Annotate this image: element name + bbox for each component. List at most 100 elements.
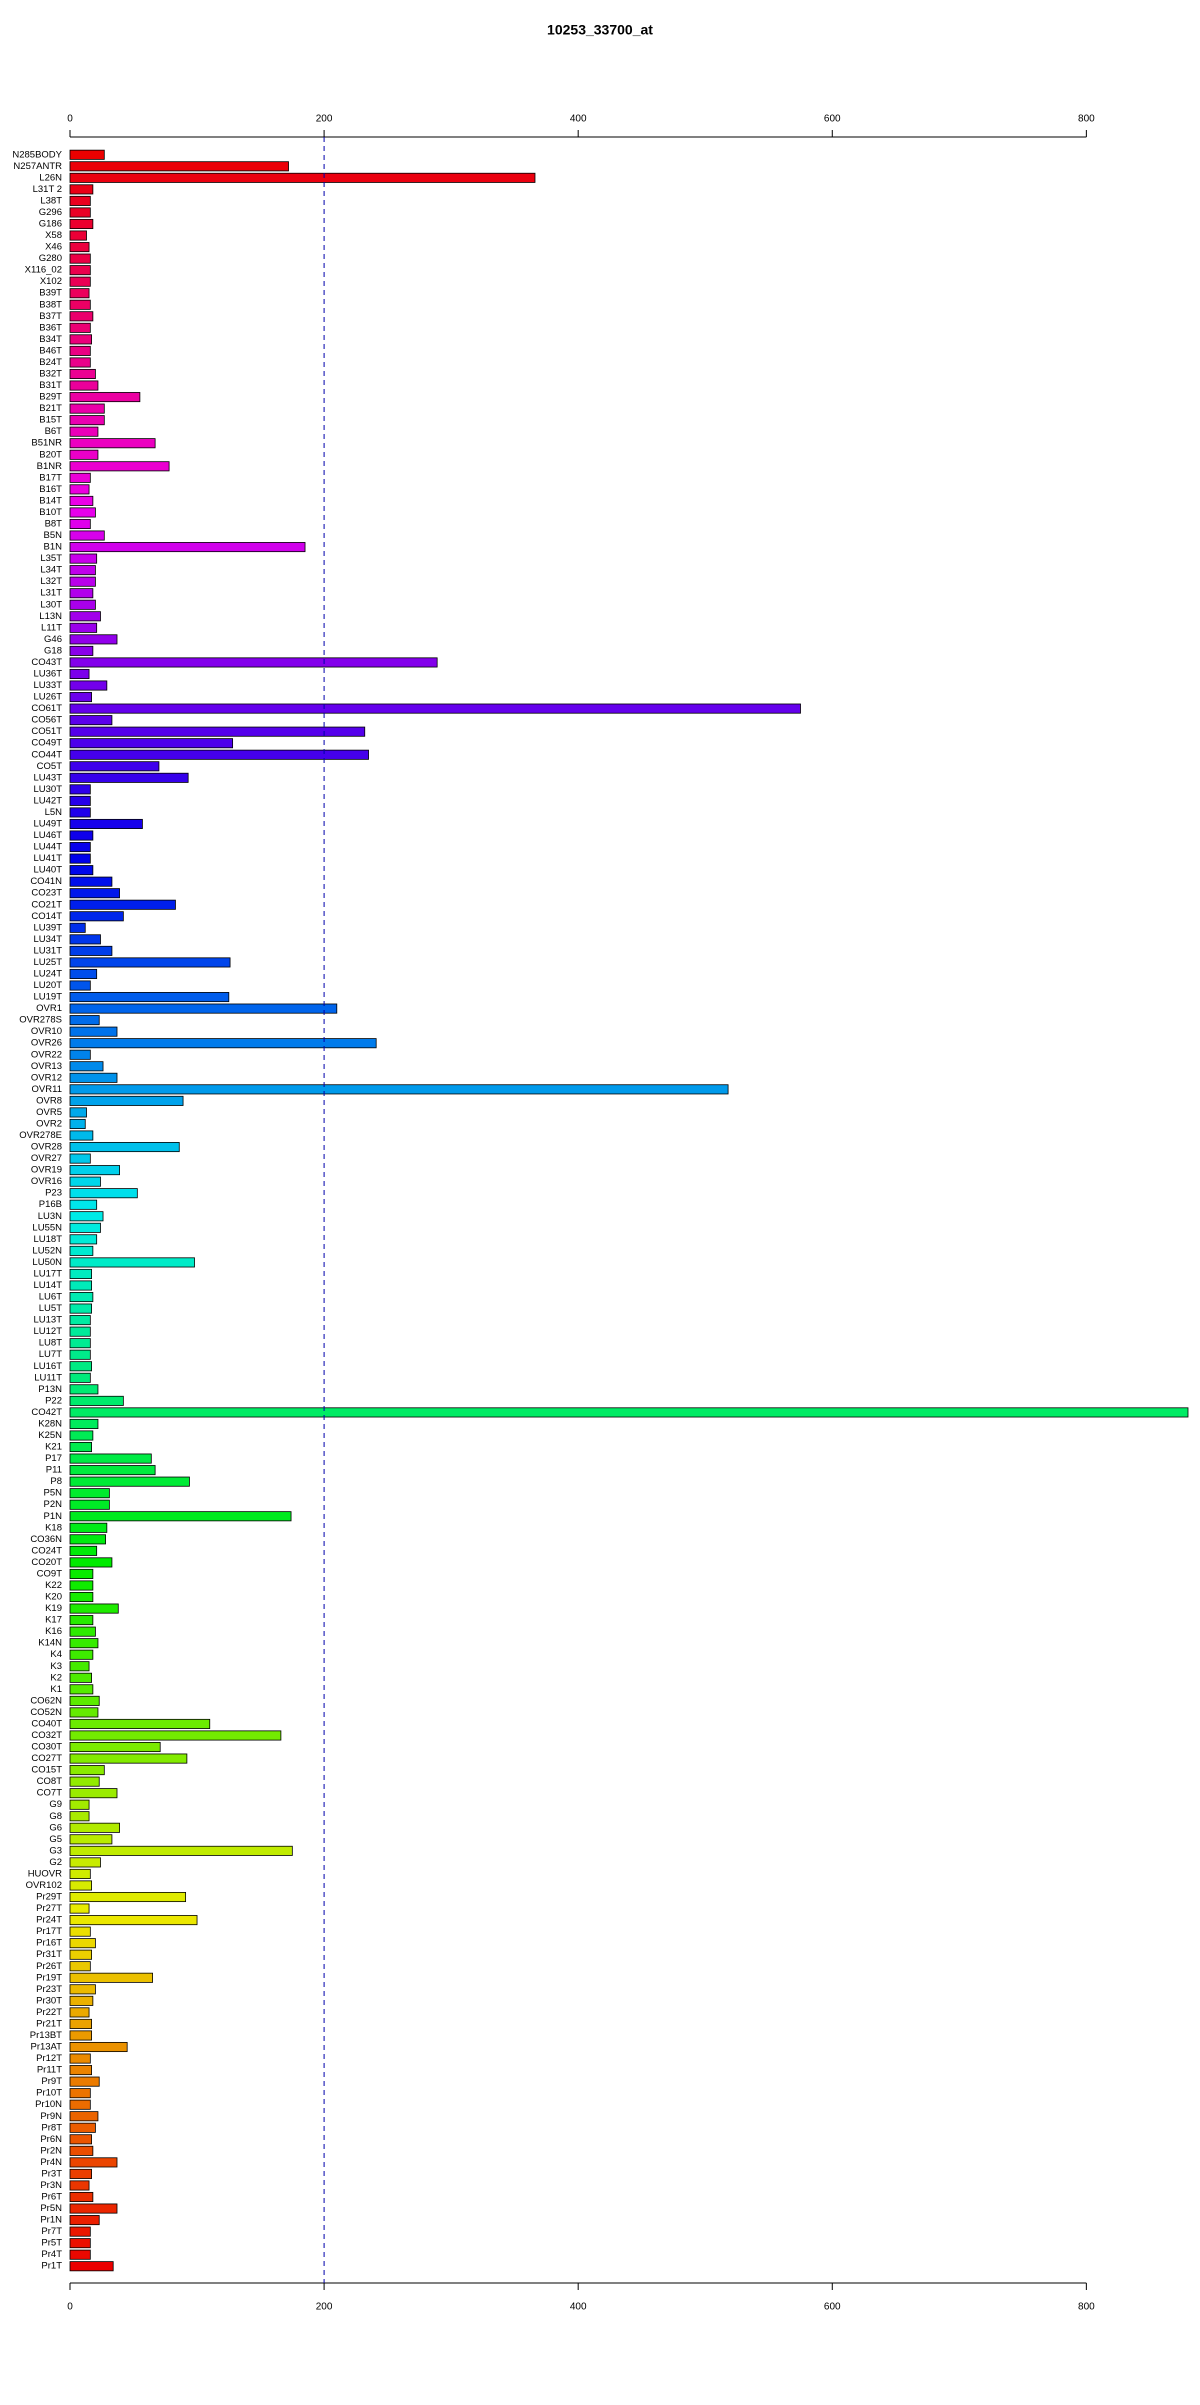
bar [69,1442,92,1453]
bar [69,738,234,749]
bar [69,922,86,933]
y-tick-label: P11 [46,1465,62,1476]
bar [69,1903,90,1914]
bar [69,1211,104,1222]
bar [69,1049,91,1060]
y-tick-label: LU41T [33,853,62,864]
y-tick-label: B21T [39,403,62,414]
bar [69,2168,92,2179]
y-tick-label: Pr19T [36,1972,62,1983]
y-tick-label: CO52N [30,1707,62,1718]
y-tick-label: LU55N [32,1222,62,1233]
y-tick-label: Pr13BT [30,2030,62,2041]
y-tick-label: LU52N [32,1245,62,1256]
bar [69,2018,92,2029]
y-tick-label: CO42T [31,1407,62,1418]
y-tick-label: L31T 2 [33,184,62,195]
bar [69,438,156,449]
y-tick-label: Pr11T [37,2065,62,2076]
y-tick-label: LU19T [33,992,62,1003]
y-tick-label: OVR19 [31,1165,62,1176]
bar [69,1868,91,1879]
bar [69,1453,152,1464]
bar [69,1672,92,1683]
bar [69,749,369,760]
y-tick-label: B29T [39,392,62,403]
y-tick-label: K17 [45,1615,62,1626]
bar [69,172,536,183]
y-tick-label: B37T [39,311,62,322]
y-tick-label: LU16T [33,1361,62,1372]
y-tick-label: K25N [38,1430,62,1441]
y-tick-label: LU6T [39,1292,62,1303]
y-tick-label: K22 [45,1580,62,1591]
bar [69,2088,91,2099]
y-tick-label: K2 [50,1672,62,1683]
y-tick-label: Pr22T [36,2007,62,2018]
bar [69,311,94,322]
bar [69,1257,195,1268]
bar [69,1915,198,1926]
bar [69,1511,292,1522]
x-tick-label: 800 [1078,2302,1095,2313]
bar [69,461,170,472]
y-tick-label: L11T [41,622,62,633]
y-tick-label: Pr3N [40,2180,62,2191]
x-tick-label: 800 [1078,114,1095,125]
y-tick-label: Pr13AT [30,2042,62,2053]
y-tick-label: B34T [39,334,62,345]
y-tick-label: OVR10 [31,1026,62,1037]
bar [69,542,306,553]
y-tick-label: CO9T [37,1568,63,1579]
bar [69,207,91,218]
y-tick-label: CO44T [31,749,62,760]
y-tick-label: LU3N [38,1211,62,1222]
bar [69,830,94,841]
y-tick-label: CO20T [31,1557,62,1568]
bar [69,426,99,437]
y-tick-label: LU24T [33,968,62,979]
bar [69,784,91,795]
bar [69,1811,90,1822]
y-tick-label: OVR27 [31,1153,62,1164]
y-tick-label: L31T [40,588,62,599]
bar [69,622,98,633]
y-tick-label: Pr30T [36,1995,62,2006]
y-tick-label: OVR11 [32,1084,62,1095]
y-tick-label: L5N [45,807,63,818]
y-tick-label: CO41N [30,876,62,887]
bar [69,1476,190,1487]
bar [69,1626,96,1637]
bar [69,1972,153,1983]
y-tick-label: LU43T [33,772,62,783]
y-tick-label: K19 [45,1603,62,1614]
bar [69,530,105,541]
y-tick-label: CO23T [31,888,62,899]
bar [69,1580,94,1591]
y-tick-label: LU8T [39,1338,62,1349]
bar [69,1465,156,1476]
bar [69,1015,100,1026]
bar [69,1038,377,1049]
y-tick-label: OVR28 [31,1142,62,1153]
y-tick-label: LU34T [33,934,62,945]
bar [69,1118,86,1129]
y-tick-label: B32T [39,369,62,380]
y-tick-label: N257ANTR [13,161,62,172]
y-tick-label: K4 [50,1649,62,1660]
bar [69,2191,94,2203]
y-tick-label: B10T [39,507,62,518]
bar [69,795,91,806]
x-tick-label: 0 [67,114,73,125]
bar [69,1799,90,1810]
bar [69,1130,94,1141]
bar [69,576,96,587]
bar [69,1372,91,1383]
y-tick-label: B15T [39,415,62,426]
y-tick-label: B24T [39,357,62,368]
bar [69,449,99,460]
bar [69,634,118,645]
y-tick-label: B39T [39,288,62,299]
y-tick-label: CO61T [31,703,62,714]
